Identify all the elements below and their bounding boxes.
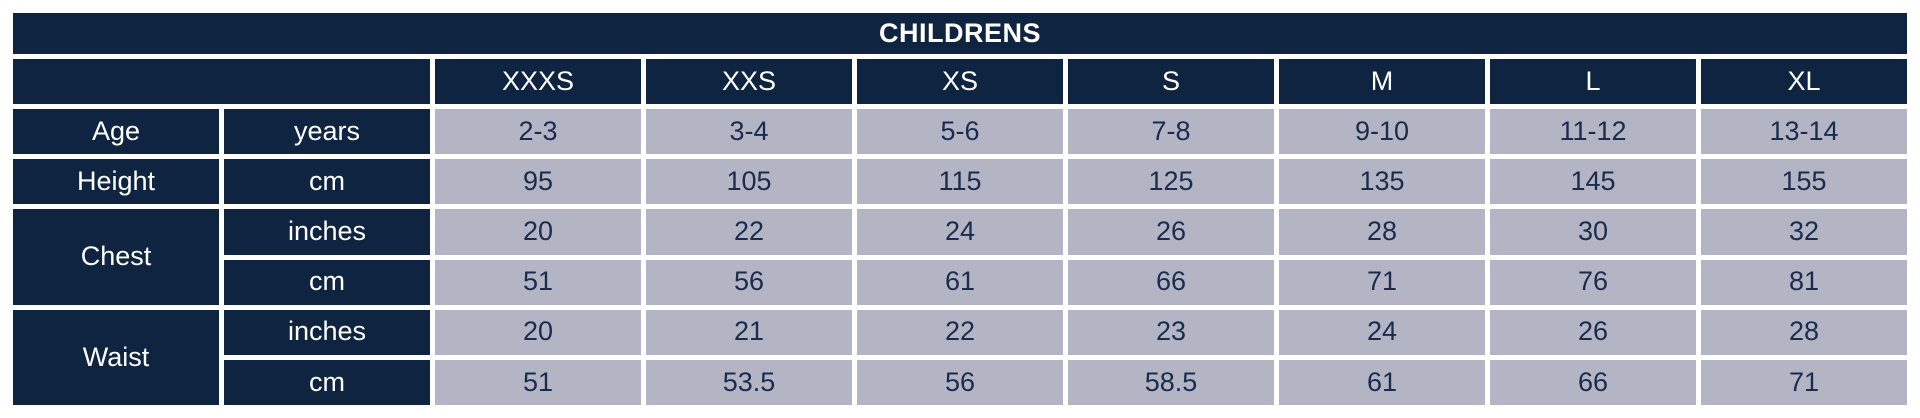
value-cell: 20 — [430, 304, 646, 360]
unit-cell: inches — [219, 204, 435, 260]
value-cell: 76 — [1485, 254, 1701, 310]
value-cell: 11-12 — [1485, 104, 1701, 160]
value-cell: 51 — [430, 354, 646, 411]
size-header-cell: XS — [852, 53, 1068, 110]
value-cell: 22 — [852, 304, 1068, 360]
chart-title: CHILDRENS — [8, 8, 1912, 59]
value-cell: 3-4 — [641, 104, 857, 160]
table-row: CHILDRENS — [8, 8, 1912, 59]
value-cell: 71 — [1696, 354, 1912, 411]
value-cell: 66 — [1485, 354, 1701, 411]
value-cell: 20 — [430, 204, 646, 260]
table-row: cm 51 53.5 56 58.5 61 66 71 — [11, 354, 1912, 411]
value-cell: 105 — [641, 154, 857, 210]
row-label-cell: Height — [8, 154, 224, 210]
table-row: cm 51 56 61 66 71 76 81 — [11, 254, 1912, 310]
size-header-cell: S — [1063, 53, 1279, 110]
value-cell: 5-6 — [852, 104, 1068, 160]
value-cell: 28 — [1274, 204, 1490, 260]
value-cell: 28 — [1696, 304, 1912, 360]
value-cell: 125 — [1063, 154, 1279, 210]
table-row: Age years 2-3 3-4 5-6 7-8 9-10 11-12 13-… — [8, 104, 1912, 160]
table-row: XXXS XXS XS S M L XL — [8, 53, 1912, 110]
value-cell: 21 — [641, 304, 857, 360]
value-cell: 53.5 — [641, 354, 857, 411]
value-cell: 61 — [1274, 354, 1490, 411]
value-cell: 23 — [1063, 304, 1279, 360]
unit-cell: cm — [219, 154, 435, 210]
table-row: Height cm 95 105 115 125 135 145 155 — [8, 154, 1912, 210]
row-label-cell: Chest — [8, 204, 224, 310]
value-cell: 145 — [1485, 154, 1701, 210]
table-row: Waist inches 20 21 22 23 24 26 28 — [8, 304, 1912, 411]
value-cell: 61 — [852, 254, 1068, 310]
value-cell: 95 — [430, 154, 646, 210]
value-cell: 58.5 — [1063, 354, 1279, 411]
value-cell: 24 — [852, 204, 1068, 260]
unit-cell: cm — [219, 354, 435, 411]
size-header-cell: XXXS — [430, 53, 646, 110]
table-row: Chest inches 20 22 24 26 28 30 32 — [8, 204, 1912, 310]
size-header-cell: XL — [1696, 53, 1912, 110]
value-cell: 155 — [1696, 154, 1912, 210]
unit-cell: years — [219, 104, 435, 160]
row-label-cell: Waist — [8, 304, 224, 411]
value-cell: 135 — [1274, 154, 1490, 210]
row-label-cell: Age — [8, 104, 224, 160]
size-header-cell: M — [1274, 53, 1490, 110]
unit-cell: inches — [219, 304, 435, 360]
value-cell: 22 — [641, 204, 857, 260]
size-header-cell: XXS — [641, 53, 857, 110]
value-cell: 66 — [1063, 254, 1279, 310]
value-cell: 9-10 — [1274, 104, 1490, 160]
value-cell: 56 — [852, 354, 1068, 411]
unit-cell: cm — [219, 254, 435, 310]
value-cell: 56 — [641, 254, 857, 310]
value-cell: 2-3 — [430, 104, 646, 160]
value-cell: 81 — [1696, 254, 1912, 310]
value-cell: 32 — [1696, 204, 1912, 260]
value-cell: 26 — [1485, 304, 1701, 360]
value-cell: 30 — [1485, 204, 1701, 260]
childrens-size-chart: CHILDRENS XXXS XXS XS S M L XL Age years… — [8, 8, 1912, 411]
value-cell: 7-8 — [1063, 104, 1279, 160]
value-cell: 71 — [1274, 254, 1490, 310]
size-header-cell: L — [1485, 53, 1701, 110]
value-cell: 115 — [852, 154, 1068, 210]
corner-spacer-cell — [8, 53, 435, 110]
value-cell: 51 — [430, 254, 646, 310]
value-cell: 24 — [1274, 304, 1490, 360]
value-cell: 26 — [1063, 204, 1279, 260]
value-cell: 13-14 — [1696, 104, 1912, 160]
